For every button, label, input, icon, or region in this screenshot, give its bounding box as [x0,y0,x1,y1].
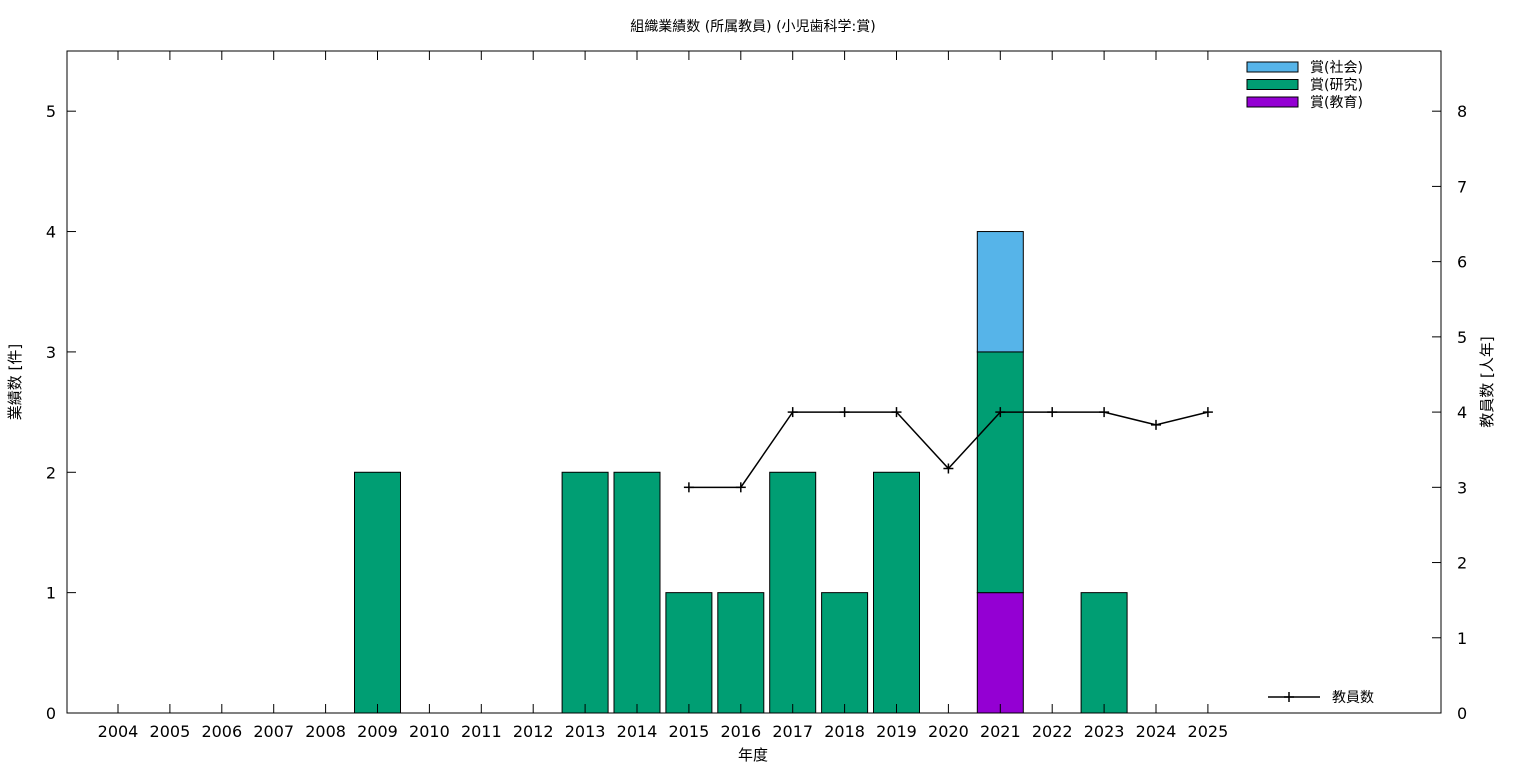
y-right-tick-label-4: 4 [1457,403,1467,422]
y-right-tick-label-1: 1 [1457,629,1467,648]
x-tick-label-2006: 2006 [201,722,242,741]
x-tick-label-2016: 2016 [720,722,761,741]
y-right-tick-label-5: 5 [1457,328,1467,347]
teacher-count-point-2024 [1151,419,1161,430]
x-tick-label-2020: 2020 [928,722,969,741]
bar-2017-series-1 [769,471,817,714]
bar-2014-series-1 [613,471,661,714]
bar-2015-series-1 [665,592,713,714]
y-axis-left-title: 業績数 [件] [6,344,24,420]
y-left-tick-label-4: 4 [46,223,56,242]
x-tick-label-2021: 2021 [980,722,1021,741]
x-tick-label-2007: 2007 [253,722,294,741]
legend-label-0: 賞(社会) [1310,60,1363,76]
bar-2009-series-1 [354,471,401,714]
bar-2021-series-2 [976,231,1024,353]
bar-2023-series-1 [1080,592,1128,714]
bar-2021-series-1 [976,351,1024,594]
x-tick-label-2018: 2018 [824,722,865,741]
bar-2018-series-1 [821,592,869,714]
x-tick-label-2024: 2024 [1136,722,1177,741]
x-tick-label-2019: 2019 [876,722,917,741]
y-right-tick-label-0: 0 [1457,704,1467,723]
x-tick-label-2015: 2015 [669,722,710,741]
y-right-tick-label-3: 3 [1457,478,1467,497]
axes-layer: 0 1 2 3 4 5 0 1 2 3 4 5 6 7 8 2004 2005 2006 2007 2008 2009 2… [46,51,1467,741]
teacher-count-point-2016 [735,482,746,493]
y-right-tick-label-6: 6 [1457,253,1467,272]
x-tick-label-2017: 2017 [772,722,813,741]
y-left-tick-label-0: 0 [46,704,56,723]
y-right-tick-label-2: 2 [1457,554,1467,573]
x-tick-label-2023: 2023 [1084,722,1125,741]
x-tick-label-2005: 2005 [150,722,191,741]
bar-2019-series-1 [873,471,920,714]
teacher-count-point-2020 [943,463,954,474]
legend-swatch-1 [1246,79,1299,90]
y-left-tick-label-5: 5 [46,102,56,121]
teacher-count-point-2023 [1099,407,1110,418]
x-tick-label-2012: 2012 [513,722,554,741]
x-tick-label-2010: 2010 [409,722,450,741]
legend-swatch-0 [1246,61,1299,73]
x-tick-label-2009: 2009 [357,722,398,741]
y-right-tick-label-8: 8 [1457,102,1467,121]
legend-swatch-2 [1246,96,1299,108]
teacher-count-point-2018 [839,407,850,418]
teacher-count-point-2021 [995,407,1006,418]
x-tick-label-2022: 2022 [1032,722,1073,741]
x-tick-label-2004: 2004 [98,722,139,741]
teacher-count-line-layer [683,407,1213,493]
bars-layer [354,231,1128,714]
teacher-count-point-2015 [683,482,694,493]
y-left-tick-label-3: 3 [46,343,56,362]
teacher-count-point-2022 [1047,407,1058,418]
x-tick-label-2025: 2025 [1188,722,1229,741]
teacher-count-line [688,411,1209,489]
legend-line-label: 教員数 [1332,690,1374,706]
x-tick-label-2013: 2013 [565,722,606,741]
y-left-tick-label-1: 1 [46,584,56,603]
x-tick-label-2011: 2011 [461,722,502,741]
x-tick-label-2014: 2014 [617,722,658,741]
y-right-tick-label-7: 7 [1457,177,1467,196]
bar-2021-series-0 [976,592,1024,714]
legend-label-2: 賞(教育) [1310,95,1363,111]
bar-2013-series-1 [561,471,609,714]
chart-title: 組織業績数 (所属教員) (小児歯科学:賞) [630,19,875,35]
legend-label-1: 賞(研究) [1310,78,1363,94]
y-left-tick-label-2: 2 [46,463,56,482]
bar-2016-series-1 [717,592,765,714]
teacher-count-point-2025 [1202,407,1213,418]
y-axis-right-title: 教員数 [人年] [1478,336,1496,427]
legend: 賞(社会) 賞(研究)賞(教育) 教員数 [1246,60,1374,706]
teacher-count-point-2017 [787,407,798,418]
x-tick-label-2008: 2008 [305,722,346,741]
teacher-count-point-2019 [891,407,902,418]
x-axis-title: 年度 [738,746,768,764]
